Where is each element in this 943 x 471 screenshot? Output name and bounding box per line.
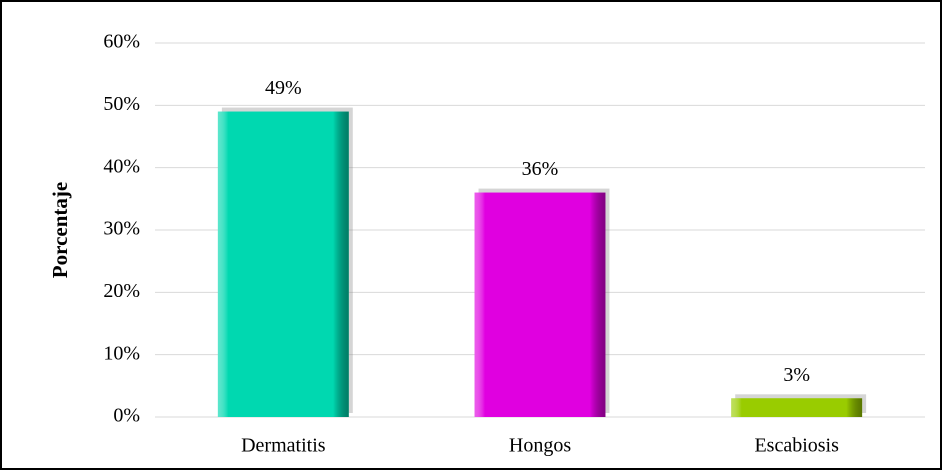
y-tick-label: 10% [103, 342, 140, 364]
y-tick-label: 0% [113, 405, 140, 427]
y-tick-label: 30% [103, 218, 140, 240]
bar-bevel [731, 398, 863, 417]
value-label: 36% [522, 158, 559, 180]
x-tick-label: Hongos [509, 435, 571, 457]
y-axis-label: Porcentaje [48, 182, 72, 278]
bar-bevel [217, 111, 349, 418]
y-tick-label: 40% [103, 155, 140, 177]
value-label: 3% [783, 364, 810, 386]
y-tick-label: 50% [103, 93, 140, 115]
y-tick-label: 60% [103, 31, 140, 53]
y-tick-label: 20% [103, 280, 140, 302]
x-tick-label: Dermatitis [241, 435, 326, 457]
x-tick-label: Escabiosis [754, 435, 839, 457]
value-label: 49% [265, 77, 302, 99]
bar-bevel [474, 192, 606, 417]
